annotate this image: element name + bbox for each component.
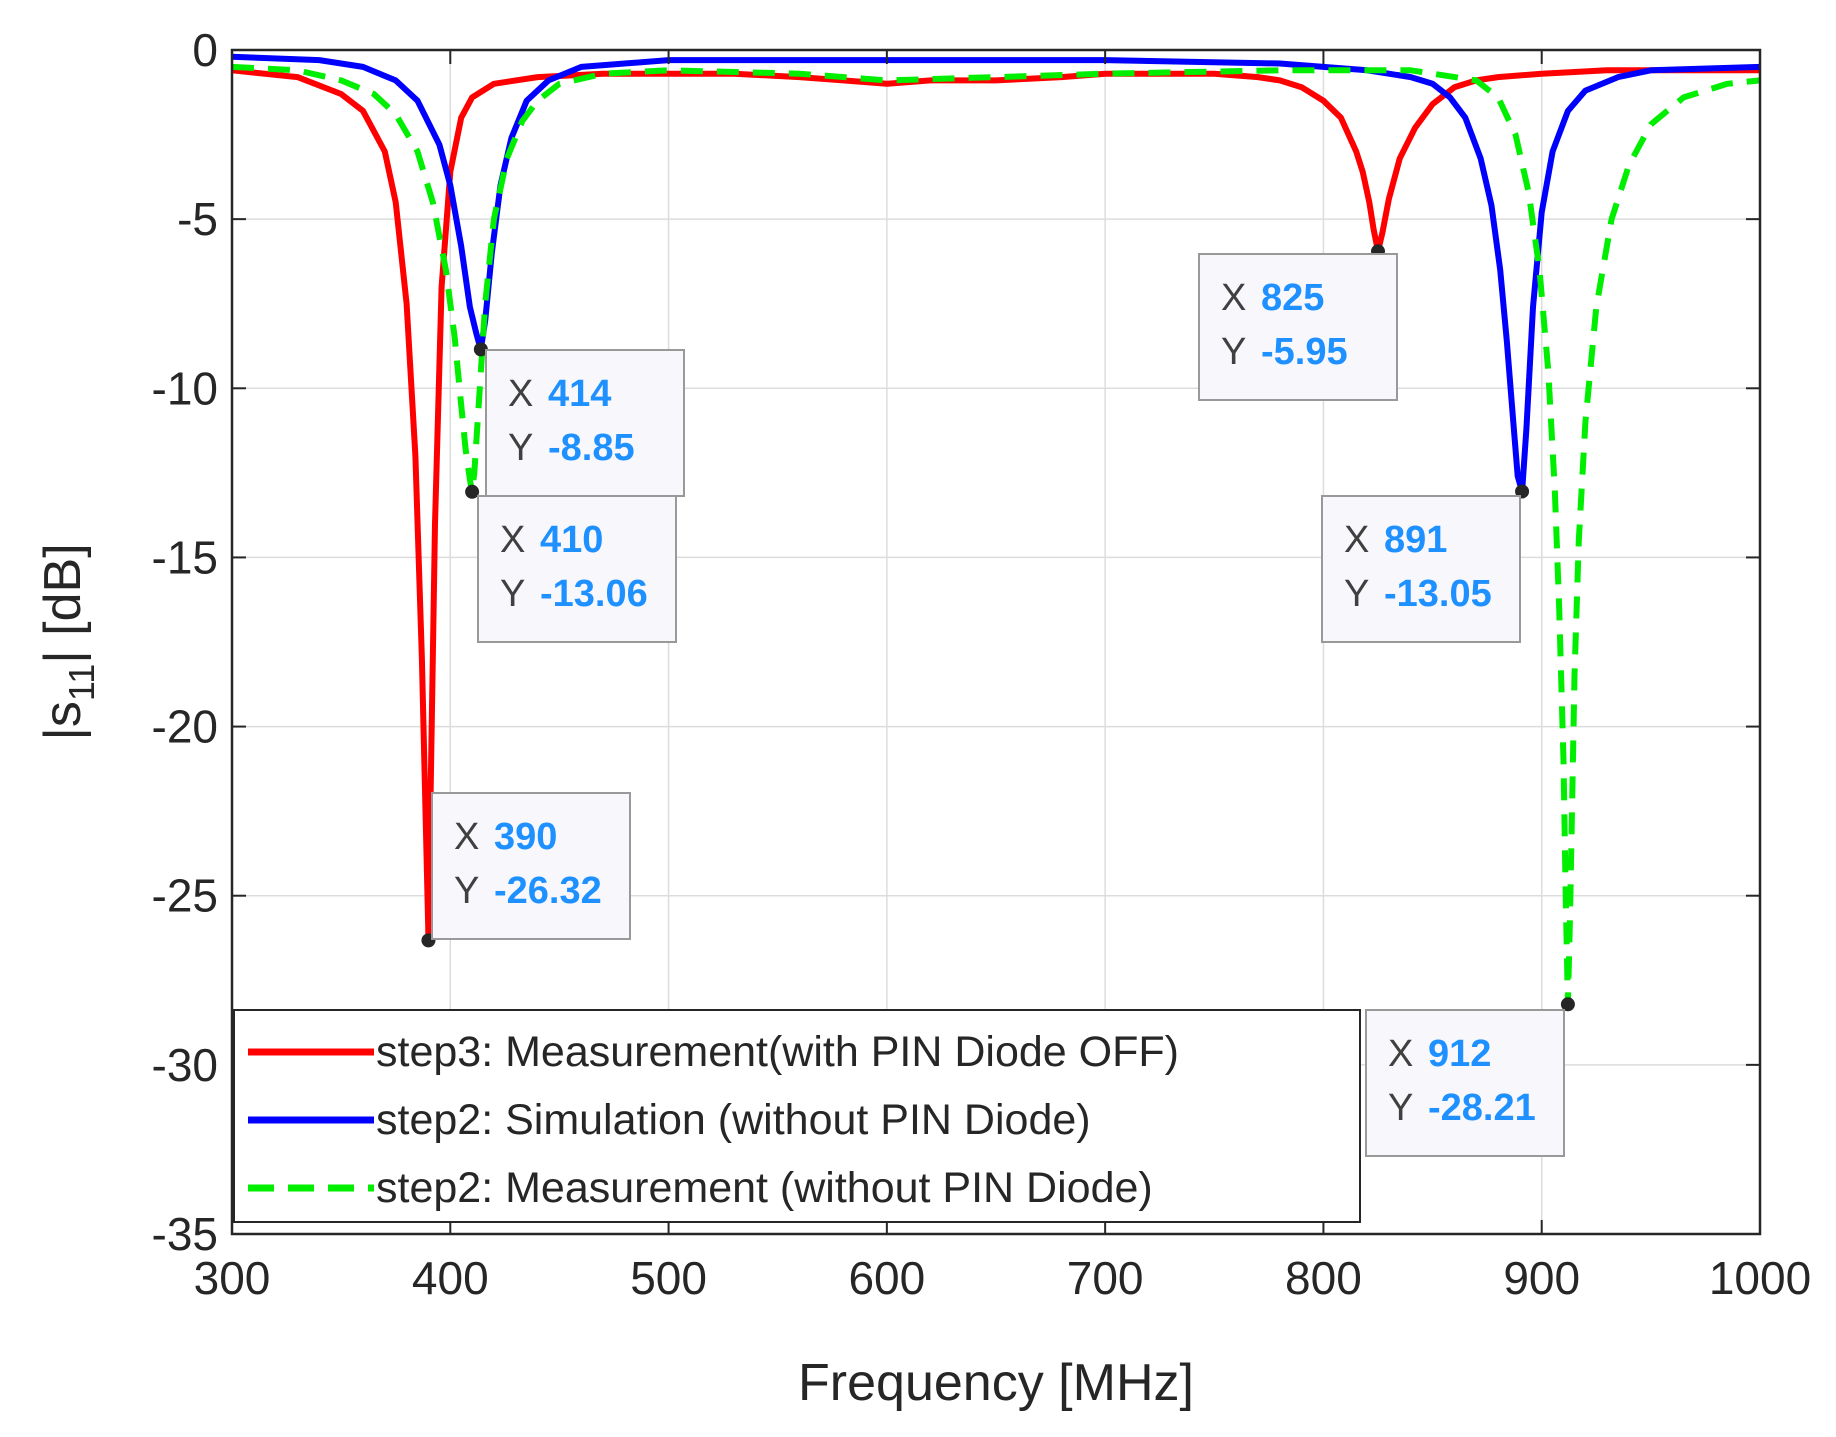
y-tick-label: -5 (177, 193, 218, 245)
datatip-y-label: Y (1221, 331, 1246, 373)
datatip-x-label: X (1388, 1033, 1413, 1075)
y-axis-label-main: |s (34, 701, 92, 741)
datatip-marker (1515, 484, 1530, 499)
x-tick-label: 600 (848, 1252, 925, 1304)
datatip-y-value: -28.21 (1428, 1087, 1536, 1129)
y-tick-label: -15 (152, 531, 218, 583)
datatip-background (1198, 253, 1398, 401)
y-tick-label: -30 (152, 1039, 218, 1091)
x-axis-label: Frequency [MHz] (798, 1354, 1194, 1412)
datatip-background (1365, 1009, 1565, 1157)
y-tick-label: -10 (152, 362, 218, 414)
datatips: X 414 Y -8.85 X 410 Y -13.06 X 390 Y -26.32 X 825 Y -5.… (431, 253, 1565, 1157)
datatip-marker (473, 342, 488, 357)
legend-label-step2-measurement: step2: Measurement (without PIN Diode) (376, 1164, 1153, 1212)
datatip-y-value: -8.85 (548, 427, 635, 469)
axis-ticks: 300 400 500 600 700 800 900 1000 0 -5 -10 -15 -20 -25… (152, 24, 1812, 1304)
datatip-x-value: 414 (548, 373, 611, 415)
datatip-x-label: X (454, 816, 479, 858)
y-tick-label: -35 (152, 1208, 218, 1260)
datatip-box: X 410 Y -13.06 (477, 495, 677, 643)
datatip-y-label: Y (508, 427, 533, 469)
datatip-x-value: 891 (1384, 519, 1447, 561)
y-axis-label-subscript: 11 (61, 664, 102, 701)
x-tick-label: 400 (412, 1252, 489, 1304)
y-tick-label: -20 (152, 701, 218, 753)
datatip-x-value: 410 (540, 519, 603, 561)
x-tick-label: 700 (1067, 1252, 1144, 1304)
x-tick-label: 1000 (1709, 1252, 1811, 1304)
datatip-x-label: X (1221, 277, 1246, 319)
x-tick-label: 900 (1503, 1252, 1580, 1304)
series-line-2 (231, 63, 1761, 1008)
x-tick-label: 800 (1285, 1252, 1362, 1304)
datatip-x-value: 390 (494, 816, 557, 858)
datatip-x-value: 825 (1261, 277, 1324, 319)
x-tick-label: 300 (194, 1252, 271, 1304)
series-line-0 (231, 67, 1760, 944)
datatip-background (1321, 495, 1521, 643)
datatip-x-value: 912 (1428, 1033, 1491, 1075)
datatip-background (477, 495, 677, 643)
datatip-box: X 825 Y -5.95 (1198, 253, 1398, 401)
y-tick-label: 0 (192, 24, 218, 76)
datatip-box: X 414 Y -8.85 (485, 349, 685, 497)
datatip-y-value: -26.32 (494, 870, 602, 912)
datatip-x-label: X (500, 519, 525, 561)
y-axis-label-tail: | [dB] (34, 543, 92, 663)
datatip-background (485, 349, 685, 497)
y-axis-label: |s11| [dB] (34, 543, 102, 740)
datatip-y-label: Y (454, 870, 479, 912)
datatip-y-label: Y (1388, 1087, 1413, 1129)
datatip-box: X 912 Y -28.21 (1365, 1009, 1565, 1157)
datatip-background (431, 792, 631, 940)
legend: step3: Measurement(with PIN Diode OFF) s… (233, 1009, 1361, 1223)
series-group (231, 53, 1761, 1008)
legend-label-step2-simulation: step2: Simulation (without PIN Diode) (376, 1096, 1091, 1144)
datatip-y-value: -5.95 (1261, 331, 1348, 373)
datatip-box: X 390 Y -26.32 (431, 792, 631, 940)
datatip-y-value: -13.05 (1384, 573, 1492, 615)
datatip-y-label: Y (500, 573, 525, 615)
datatip-box: X 891 Y -13.05 (1321, 495, 1521, 643)
datatip-y-label: Y (1344, 573, 1369, 615)
datatip-x-label: X (508, 373, 533, 415)
datatip-y-value: -13.06 (540, 573, 648, 615)
legend-label-step3-measurement: step3: Measurement(with PIN Diode OFF) (376, 1028, 1179, 1076)
datatip-marker (1560, 997, 1575, 1012)
series-line-1 (231, 53, 1761, 495)
plot-frame (230, 48, 1762, 1236)
y-tick-label: -25 (152, 870, 218, 922)
legend-box (233, 1009, 1361, 1223)
x-tick-label: 500 (630, 1252, 707, 1304)
datatip-marker (465, 484, 480, 499)
datatip-x-label: X (1344, 519, 1369, 561)
